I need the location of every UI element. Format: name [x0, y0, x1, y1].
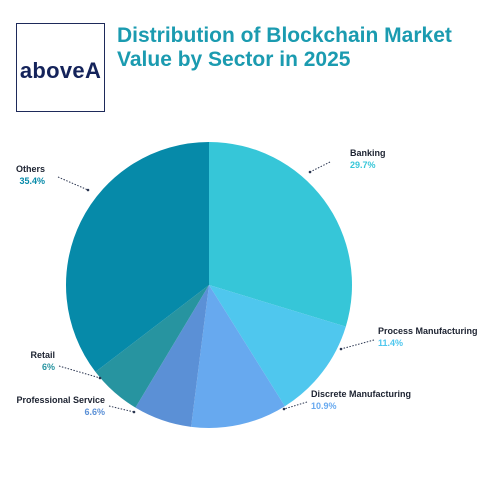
- leader-line: [58, 365, 101, 379]
- pie-slice-process-manufacturing: [209, 285, 346, 407]
- leader-arrow-icon: [98, 376, 102, 380]
- slice-value-label: 10.9%: [311, 401, 337, 411]
- slice-label: Discrete Manufacturing: [311, 389, 411, 399]
- leader-arrow-icon: [308, 170, 312, 174]
- slice-value-label: 6.6%: [84, 407, 105, 417]
- chart-title-line-1: Distribution of Blockchain Market: [117, 24, 452, 47]
- leader-arrow-icon: [132, 410, 136, 414]
- pie-slice-banking: [209, 142, 353, 327]
- slice-label: Retail: [30, 350, 55, 360]
- pie-slice-professional-service: [135, 285, 209, 427]
- brand-logo: aboveA: [16, 23, 105, 112]
- leader-line: [340, 339, 375, 350]
- leader-line: [57, 176, 89, 191]
- slice-value-label: 35.4%: [19, 176, 45, 186]
- pie-slice-discrete-manufacturing: [191, 285, 285, 428]
- chart-title: Distribution of Blockchain Market Value …: [117, 24, 497, 72]
- chart-title-line-2: Value by Sector in 2025: [117, 48, 351, 71]
- slice-value-label: 29.7%: [350, 160, 376, 170]
- leader-line: [309, 161, 331, 173]
- leader-line: [108, 405, 135, 413]
- pie-slice-others: [66, 142, 210, 372]
- slice-label: Professional Service: [16, 395, 105, 405]
- slice-value-label: 11.4%: [378, 338, 403, 348]
- leader-arrow-icon: [282, 407, 286, 411]
- slice-value-label: 6%: [42, 362, 55, 372]
- slice-label: Process Manufacturing: [378, 326, 478, 336]
- slice-label: Others: [16, 164, 45, 174]
- slice-label: Banking: [350, 148, 386, 158]
- leader-arrow-icon: [86, 188, 90, 192]
- leader-line: [283, 401, 308, 410]
- pie-leader-lines: [57, 161, 375, 414]
- pie-slice-retail: [95, 285, 209, 408]
- pie-slices: [66, 142, 353, 428]
- pie-labels: Banking 29.7% Process Manufacturing 11.4% Di…: [16, 148, 478, 417]
- leader-arrow-icon: [339, 347, 343, 351]
- brand-logo-text: aboveA: [19, 57, 102, 83]
